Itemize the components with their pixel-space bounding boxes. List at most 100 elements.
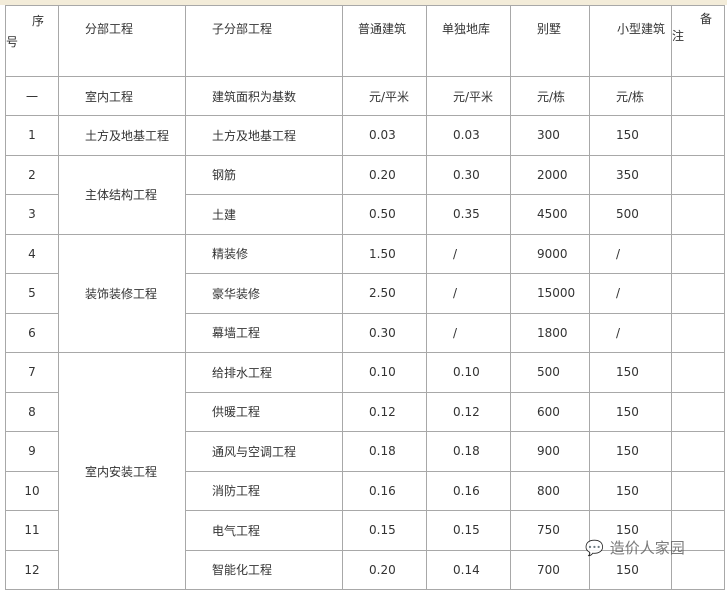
- cell-seq: 9: [5, 431, 59, 472]
- cell-c2: /: [426, 273, 511, 314]
- cell-subdivision: 土建: [185, 194, 343, 235]
- cell-remark: [671, 352, 725, 393]
- cell-remark: [671, 391, 725, 432]
- cell-c1: 0.10: [342, 352, 427, 393]
- cell-c3: 500: [510, 352, 590, 393]
- header-c1: 普通建筑: [342, 5, 427, 77]
- cell-remark: [671, 312, 725, 353]
- wechat-icon: 💬: [585, 538, 604, 557]
- cell-seq: 10: [5, 470, 59, 511]
- cell-c4: 150: [589, 470, 672, 511]
- table-row: 9 通风与空调工程 0.18 0.18 900 150: [5, 431, 725, 472]
- cell-c3: 300: [510, 115, 590, 156]
- cell-c3: 9000: [510, 233, 590, 274]
- header-c4: 小型建筑: [589, 5, 672, 77]
- cell-c3: 4500: [510, 194, 590, 235]
- cell-c1: 2.50: [342, 273, 427, 314]
- cell-c4: 150: [589, 352, 672, 393]
- cell-subdivision: 电气工程: [185, 510, 343, 551]
- watermark: 💬 造价人家园: [585, 538, 685, 558]
- cell-c3: 2000: [510, 154, 590, 195]
- cell-subdivision: 豪华装修: [185, 273, 343, 314]
- cell-seq: 4: [5, 233, 59, 274]
- header-row: 序号 分部工程 子分部工程 普通建筑 单独地库 别墅 小型建筑 备注: [5, 5, 725, 77]
- cell-c4: /: [589, 233, 672, 274]
- cell-c1: 0.18: [342, 431, 427, 472]
- table-row: 11 电气工程 0.15 0.15 750 150: [5, 510, 725, 551]
- cell-c1: 0.50: [342, 194, 427, 235]
- cell-remark: [671, 470, 725, 511]
- cell-c1: 元/平米: [342, 76, 427, 116]
- cell-c3: 15000: [510, 273, 590, 314]
- cell-c2: 0.15: [426, 510, 511, 551]
- cell-seq: 11: [5, 510, 59, 551]
- header-c2: 单独地库: [426, 5, 511, 77]
- cell-c4: 150: [589, 391, 672, 432]
- cell-subdivision: 钢筋: [185, 154, 343, 195]
- header-division: 分部工程: [58, 5, 186, 77]
- cell-subdivision: 供暖工程: [185, 391, 343, 432]
- cell-c1: 0.30: [342, 312, 427, 353]
- cell-c2: 0.30: [426, 154, 511, 195]
- cell-subdivision: 通风与空调工程: [185, 431, 343, 472]
- cell-c1: 0.15: [342, 510, 427, 551]
- table-row: 3 土建 0.50 0.35 4500 500: [5, 194, 725, 235]
- cell-remark: [671, 273, 725, 314]
- cell-remark: [671, 233, 725, 274]
- cell-division: 装饰装修工程: [58, 233, 186, 353]
- cell-c1: 0.03: [342, 115, 427, 156]
- header-c3: 别墅: [510, 5, 590, 77]
- cell-c4: 元/栋: [589, 76, 672, 116]
- cell-c3: 600: [510, 391, 590, 432]
- cell-c4: 350: [589, 154, 672, 195]
- cell-division: 主体结构工程: [58, 154, 186, 235]
- cell-c2: 0.16: [426, 470, 511, 511]
- cell-c4: 500: [589, 194, 672, 235]
- cell-seq: 7: [5, 352, 59, 393]
- cell-subdivision: 土方及地基工程: [185, 115, 343, 156]
- table-row: 7 室内安装工程 给排水工程 0.10 0.10 500 150: [5, 352, 725, 590]
- cell-seq: 1: [5, 115, 59, 156]
- table-row: 1 土方及地基工程 土方及地基工程 0.03 0.03 300 150: [5, 115, 725, 156]
- cell-seq: 8: [5, 391, 59, 432]
- cell-c2: 0.10: [426, 352, 511, 393]
- cell-remark: [671, 194, 725, 235]
- cell-c3: 1800: [510, 312, 590, 353]
- cell-subdivision: 幕墙工程: [185, 312, 343, 353]
- cell-c3: 700: [510, 549, 590, 590]
- table-row: 6 幕墙工程 0.30/1800/: [5, 312, 725, 353]
- cell-c1: 1.50: [342, 233, 427, 274]
- cell-seq: 6: [5, 312, 59, 353]
- cell-c1: 0.20: [342, 154, 427, 195]
- cell-c1: 0.16: [342, 470, 427, 511]
- cell-c2: /: [426, 312, 511, 353]
- cell-subdivision: 智能化工程: [185, 549, 343, 590]
- cell-c2: 0.14: [426, 549, 511, 590]
- cell-subdivision: 消防工程: [185, 470, 343, 511]
- table-row: 2 主体结构工程 钢筋 0.20 0.30 2000 350: [5, 154, 725, 235]
- cell-c2: 0.35: [426, 194, 511, 235]
- cell-c3: 元/栋: [510, 76, 590, 116]
- cell-remark: [671, 431, 725, 472]
- header-seq: 序号: [5, 5, 59, 77]
- top-strip: [0, 0, 727, 5]
- cell-subdivision: 精装修: [185, 233, 343, 274]
- cell-seq: 2: [5, 154, 59, 195]
- cell-division: 室内工程: [58, 76, 186, 116]
- cell-c4: /: [589, 273, 672, 314]
- table-row: 8 供暖工程 0.12 0.12 600 150: [5, 391, 725, 432]
- cell-c2: 0.12: [426, 391, 511, 432]
- cell-seq: 5: [5, 273, 59, 314]
- cell-c1: 0.12: [342, 391, 427, 432]
- cell-remark: [671, 76, 725, 116]
- cell-seq: 3: [5, 194, 59, 235]
- cell-division: 室内安装工程: [58, 352, 186, 590]
- unit-row: 一 室内工程 建筑面积为基数 元/平米 元/平米 元/栋 元/栋: [5, 76, 725, 116]
- header-subdivision: 子分部工程: [185, 5, 343, 77]
- cost-table: 序号 分部工程 子分部工程 普通建筑 单独地库 别墅 小型建筑 备注 一 室内工…: [5, 5, 725, 590]
- cell-division: 土方及地基工程: [58, 115, 186, 156]
- cell-c3: 800: [510, 470, 590, 511]
- cell-subdivision: 建筑面积为基数: [185, 76, 343, 116]
- cell-c2: 0.18: [426, 431, 511, 472]
- cell-c3: 900: [510, 431, 590, 472]
